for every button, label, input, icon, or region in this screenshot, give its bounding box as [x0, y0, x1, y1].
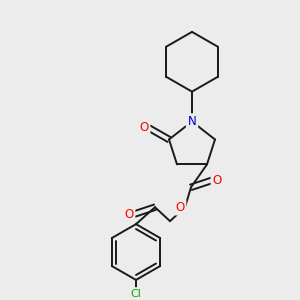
- Text: O: O: [212, 174, 222, 187]
- Text: Cl: Cl: [130, 289, 141, 299]
- Text: O: O: [176, 201, 184, 214]
- Text: N: N: [188, 115, 196, 128]
- Text: O: O: [124, 208, 134, 221]
- Text: O: O: [140, 121, 148, 134]
